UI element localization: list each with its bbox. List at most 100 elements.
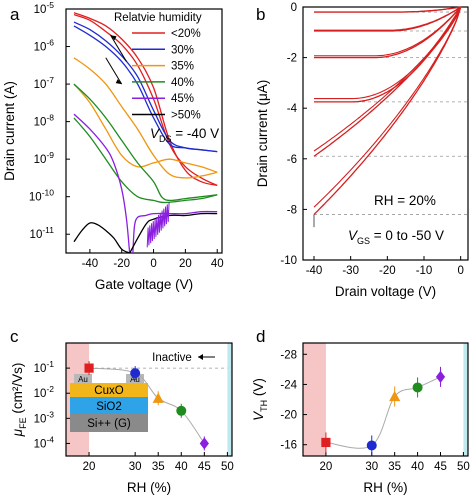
data-point-d xyxy=(321,437,331,448)
panel-label-a: a xyxy=(10,5,20,24)
panel-label-b: b xyxy=(256,5,265,24)
y-tick-label-d: -28 xyxy=(280,349,297,361)
y-tick-label-c: 10-4 xyxy=(34,434,55,450)
sio2-layer xyxy=(70,397,148,414)
data-point-d xyxy=(435,370,446,383)
data-point-c xyxy=(152,392,164,403)
series-line-a xyxy=(73,222,130,254)
output-curve-return-b xyxy=(314,6,462,100)
legend-label-a: >50% xyxy=(171,110,201,122)
output-curve-return-b xyxy=(314,6,462,57)
x-tick-label-a: -20 xyxy=(113,258,130,270)
output-curve-return-b xyxy=(313,6,462,208)
y-axis-label-d: VTH (V) xyxy=(251,378,269,421)
si-layer xyxy=(70,414,148,432)
output-curve-b xyxy=(314,6,462,59)
x-tick-label-c: 40 xyxy=(175,461,188,473)
shaded-band-high-c xyxy=(227,343,232,456)
plot-frame-b xyxy=(302,6,469,261)
y-tick-label-c: 10-2 xyxy=(34,384,55,400)
y-tick-label-b: -2 xyxy=(287,53,297,65)
x-axis-label-d: RH (%) xyxy=(363,480,407,495)
legend-label-a: 45% xyxy=(171,93,194,105)
chart-panel-c: 20 30 35 40 45 50 10-4 10-3 10-2 10-1 RH (%) μFE (c… xyxy=(10,342,234,495)
y-tick-label-a: 10-7 xyxy=(34,75,55,91)
output-curve-return-b xyxy=(313,6,462,152)
shaded-band-low-d xyxy=(303,343,326,456)
x-axis-label-a: Gate voltage (V) xyxy=(95,277,193,292)
data-point-d xyxy=(366,440,377,451)
y-tick-label-b: -10 xyxy=(280,255,297,267)
x-tick-label-c: 50 xyxy=(221,461,234,473)
data-point-c xyxy=(176,405,187,416)
plot-frame-c xyxy=(65,342,233,457)
x-tick-label-d: 50 xyxy=(457,461,470,473)
series-noise-a xyxy=(146,202,170,248)
output-curve-b xyxy=(313,6,462,215)
cuxo-label: CuxO xyxy=(94,385,123,397)
output-curve-return-b xyxy=(314,6,461,13)
data-point-c xyxy=(199,437,209,450)
series-line-a xyxy=(73,113,131,254)
y-tick-label-a: 10-9 xyxy=(34,150,55,166)
sweep-arrow-up xyxy=(110,35,127,62)
x-tick-label-d: 20 xyxy=(320,461,333,473)
legend-label-a: 35% xyxy=(171,61,194,73)
legend-label-a: 40% xyxy=(171,77,194,89)
x-tick-label-b: -10 xyxy=(416,265,433,277)
y-tick-label-b: 0 xyxy=(291,2,297,14)
legend-label-a: 30% xyxy=(171,44,194,56)
cuxo-layer xyxy=(70,383,148,397)
x-tick-label-a: 40 xyxy=(211,258,224,270)
x-axis-label-b: Drain voltage (V) xyxy=(335,284,436,299)
x-tick-label-c: 20 xyxy=(83,461,96,473)
x-tick-label-d: 30 xyxy=(365,461,378,473)
x-tick-label-b: -40 xyxy=(306,265,323,277)
chart-panel-d: 20 30 35 40 45 50 -16 -20 -24 -28 RH (%) VTH (V) xyxy=(251,342,470,495)
x-axis-label-c: RH (%) xyxy=(127,480,171,495)
chart-panel-b: -40 -30 -20 -10 0 0 -2 -4 -6 -8 -10 Drain voltage (… xyxy=(255,2,469,299)
x-tick-label-b: -30 xyxy=(342,265,359,277)
x-tick-label-a: -40 xyxy=(82,258,99,270)
sweep-arrow-down-head xyxy=(115,79,122,85)
x-tick-label-a: 20 xyxy=(179,258,192,270)
chart-panel-a: -40 -20 0 20 40 10-11 10-10 10-9 10-8 10-7 10-6 10-… xyxy=(2,0,224,292)
rh-annotation-b: RH = 20% xyxy=(374,193,436,208)
legend-title-a: Relatvie humidity xyxy=(114,12,202,24)
trend-curve-d xyxy=(325,376,441,449)
inactive-arrow-head-c xyxy=(198,354,203,360)
series-return-line-a xyxy=(73,25,218,153)
x-tick-label-b: 0 xyxy=(457,265,463,277)
series-line-a xyxy=(73,57,218,179)
x-tick-label-c: 45 xyxy=(198,461,211,473)
series-return-line-a xyxy=(129,212,218,254)
x-tick-label-b: -20 xyxy=(379,265,396,277)
series-line-a xyxy=(73,83,218,202)
sweep-arrow-up-head xyxy=(110,35,117,41)
y-tick-label-a: 10-5 xyxy=(34,0,55,16)
data-point-c xyxy=(84,363,94,373)
x-tick-label-c: 30 xyxy=(129,461,142,473)
y-tick-label-a: 10-11 xyxy=(30,225,55,241)
si-label: Si++ (G) xyxy=(87,418,131,430)
inactive-label-c: Inactive xyxy=(152,352,192,364)
data-point-d xyxy=(389,390,401,402)
plot-frame-a xyxy=(65,8,223,254)
y-tick-label-c: 10-3 xyxy=(34,409,55,425)
x-tick-label-d: 35 xyxy=(388,461,401,473)
series-return-line-a xyxy=(73,13,218,186)
y-tick-label-d: -16 xyxy=(280,440,297,452)
sio2-label: SiO2 xyxy=(96,401,122,413)
data-point-c xyxy=(130,368,141,379)
y-tick-label-a: 10-8 xyxy=(34,113,55,129)
data-point-d xyxy=(412,382,423,393)
y-axis-label-b: Drain current (μA) xyxy=(255,80,270,188)
au-label-left: Au xyxy=(78,375,88,384)
panel-label-c: c xyxy=(10,327,19,346)
plot-frame-d xyxy=(302,342,469,457)
x-tick-label-d: 40 xyxy=(411,461,424,473)
vgs-annotation: VGS = 0 to -50 V xyxy=(348,228,444,246)
series-return-line-a xyxy=(73,83,218,173)
x-tick-label-c: 35 xyxy=(152,461,165,473)
x-tick-label-a: 0 xyxy=(150,258,156,270)
